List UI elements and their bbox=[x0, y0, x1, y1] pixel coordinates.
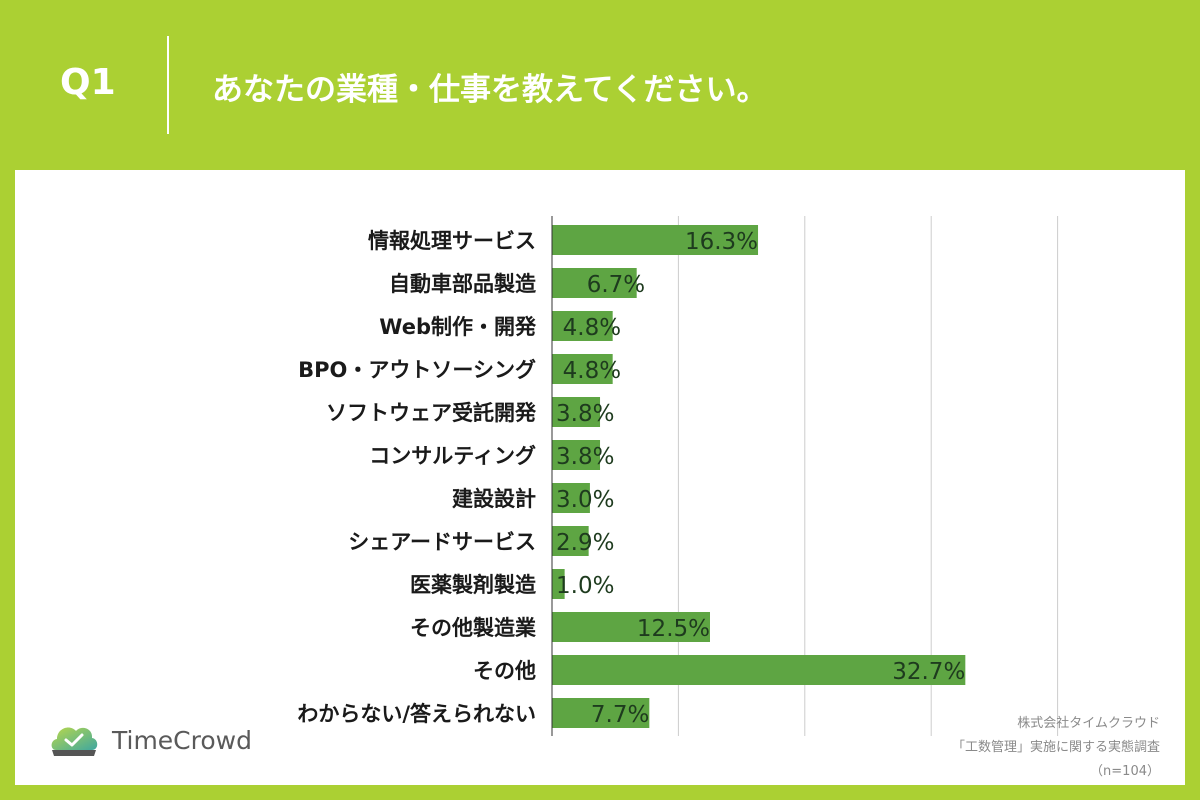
category-label: ソフトウェア受託開発 bbox=[326, 401, 537, 425]
data-label: 7.7% bbox=[591, 702, 649, 728]
data-label: 3.8% bbox=[556, 401, 614, 427]
bar bbox=[552, 483, 590, 513]
data-label: 6.7% bbox=[587, 272, 645, 298]
data-label: 4.8% bbox=[563, 315, 621, 341]
bar bbox=[552, 268, 637, 298]
data-label: 3.8% bbox=[556, 444, 614, 470]
category-label: コンサルティング bbox=[369, 444, 536, 468]
category-label: 建設設計 bbox=[452, 487, 536, 511]
bar bbox=[552, 612, 710, 642]
bar bbox=[552, 440, 601, 470]
bar bbox=[552, 397, 601, 427]
data-label: 1.0% bbox=[556, 573, 614, 599]
timecrowd-logo: TimeCrowd bbox=[48, 720, 252, 760]
data-label: 3.0% bbox=[556, 487, 614, 513]
data-label: 16.3% bbox=[685, 229, 758, 255]
category-label: 情報処理サービス bbox=[368, 229, 536, 253]
data-label: 32.7% bbox=[892, 659, 965, 685]
category-label: その他 bbox=[473, 659, 536, 683]
category-label: Web制作・開発 bbox=[379, 315, 537, 339]
bar bbox=[552, 311, 613, 341]
data-label: 12.5% bbox=[637, 616, 710, 642]
timecrowd-logo-icon bbox=[51, 727, 98, 756]
data-label: 4.8% bbox=[563, 358, 621, 384]
bar bbox=[552, 225, 759, 255]
chart-panel: 情報処理サービス 16.3% 自動車部品製造 6.7% Web制作・開発 4.8% BPO・… bbox=[15, 170, 1185, 785]
question-number: Q1 bbox=[60, 62, 116, 103]
header-divider bbox=[167, 36, 169, 134]
category-label: BPO・アウトソーシング bbox=[298, 358, 536, 382]
bar bbox=[552, 526, 589, 556]
credit-survey: 「工数管理」実施に関する実態調査 bbox=[951, 740, 1160, 755]
category-label: シェアードサービス bbox=[348, 530, 536, 554]
bar bbox=[552, 354, 613, 384]
bar bbox=[552, 569, 565, 599]
bar bbox=[552, 698, 650, 728]
bar bbox=[552, 655, 966, 685]
credit-sample-size: （n=104） bbox=[1090, 764, 1160, 779]
category-label: 自動車部品製造 bbox=[389, 272, 537, 296]
category-label: 医薬製剤製造 bbox=[410, 573, 537, 597]
data-label: 2.9% bbox=[556, 530, 614, 556]
category-label: わからない/答えられない bbox=[297, 702, 536, 726]
credit-company: 株式会社タイムクラウド bbox=[1017, 716, 1160, 731]
question-title: あなたの業種・仕事を教えてください。 bbox=[212, 72, 768, 108]
category-label: その他製造業 bbox=[410, 616, 537, 640]
brand-name: TimeCrowd bbox=[112, 725, 252, 755]
bar-chart: 情報処理サービス 16.3% 自動車部品製造 6.7% Web制作・開発 4.8% BPO・… bbox=[297, 216, 1059, 736]
